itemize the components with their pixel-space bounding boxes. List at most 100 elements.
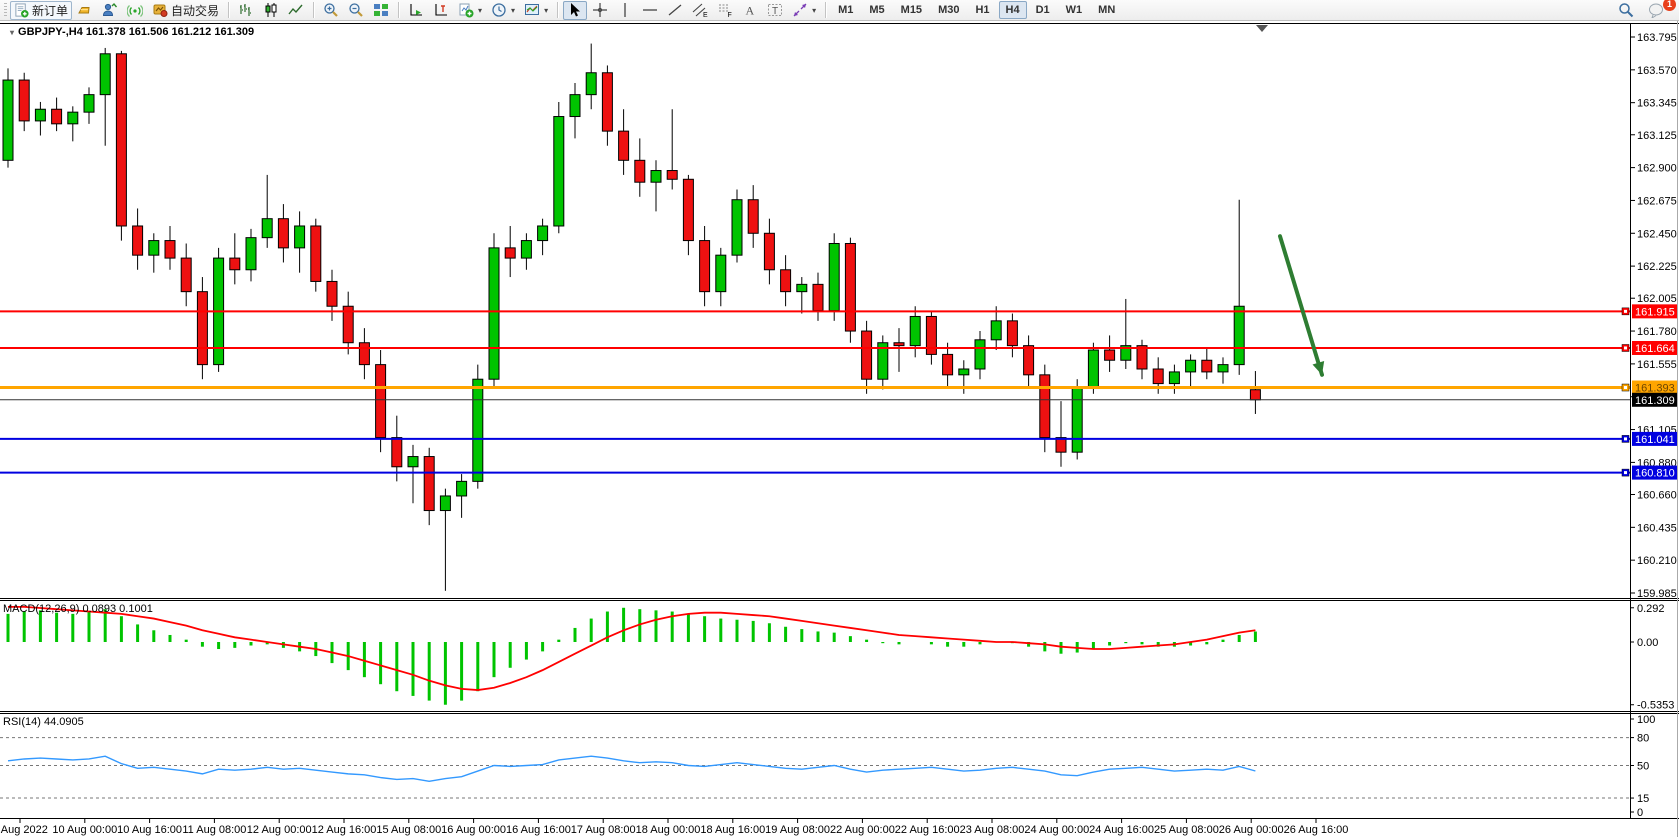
tab-timeframe-H1[interactable]: H1: [975, 4, 990, 16]
trendline-tool-button[interactable]: [663, 1, 687, 20]
fibonacci-tool-button[interactable]: F: [713, 1, 737, 20]
candle-body: [115, 53, 127, 227]
candle-body: [520, 240, 532, 259]
collapse-caret-icon: ▾: [10, 28, 15, 37]
price-tick-label: 163.125: [1637, 130, 1677, 142]
fibonacci-icon: F: [717, 2, 733, 18]
candle-body: [925, 315, 937, 355]
trendline-icon: [667, 2, 683, 18]
add-indicator-icon: [458, 2, 474, 18]
candle-body: [780, 269, 792, 293]
shift-marker-icon: [1256, 25, 1268, 32]
candle-body: [1185, 359, 1197, 373]
candle-body: [1006, 320, 1018, 347]
svg-text:A: A: [746, 4, 755, 18]
macd-indicator-label: MACD(12,26,9) 0.0893 0.1001: [3, 603, 153, 615]
text-label-tool-button[interactable]: T: [763, 1, 787, 20]
tab-timeframe-M30[interactable]: M30: [938, 4, 960, 16]
horizontal-line-tool-button[interactable]: [638, 1, 662, 20]
candle-body: [537, 225, 549, 242]
bar-chart-button[interactable]: [234, 1, 258, 20]
candle-body: [456, 480, 468, 497]
date-tick-label: 16 Aug 16:00: [506, 824, 571, 836]
arrow-annotation[interactable]: [1278, 234, 1324, 377]
rsi-tick-label: 50: [1637, 761, 1649, 773]
price-tick-label: 163.570: [1637, 65, 1677, 77]
tab-timeframe-M15[interactable]: M15: [900, 4, 923, 16]
line-handle-center: [1624, 309, 1627, 313]
arrow-annotation-head: [1312, 361, 1325, 375]
text-tool-button[interactable]: A: [738, 1, 762, 20]
line-chart-button[interactable]: [284, 1, 308, 20]
templates-button[interactable]: ▾: [520, 1, 552, 20]
toolbar-separator: [398, 2, 400, 18]
tab-timeframe-MN[interactable]: MN: [1098, 4, 1116, 16]
indicators-button[interactable]: ▾: [454, 1, 486, 20]
candle-body: [731, 199, 743, 256]
periods-button[interactable]: ▾: [487, 1, 519, 20]
auto-scroll-button[interactable]: [404, 1, 428, 20]
candle-body: [472, 378, 484, 482]
candle-body: [391, 437, 403, 468]
hline-tag: [1632, 340, 1677, 355]
date-tick-label: 12 Aug 00:00: [247, 824, 312, 836]
template-icon: [524, 2, 540, 18]
candle-body: [34, 108, 46, 122]
price-tick-label: 162.675: [1637, 195, 1677, 207]
candlestick-button[interactable]: [259, 1, 283, 20]
svg-text:F: F: [728, 12, 732, 18]
svg-text:E: E: [703, 12, 708, 18]
search-button[interactable]: [1614, 1, 1638, 20]
vertical-line-tool-button[interactable]: [613, 1, 637, 20]
main-toolbar: 新订单 自动交易 ▾ ▾: [0, 0, 1679, 21]
rsi-tick-label: 100: [1637, 714, 1655, 726]
rsi-tick-label: 15: [1637, 793, 1649, 805]
market-button[interactable]: [73, 1, 97, 20]
zoom-in-button[interactable]: [319, 1, 343, 20]
candle-body: [1071, 386, 1083, 453]
candlestick-icon: [263, 2, 279, 18]
chart-shift-button[interactable]: [429, 1, 453, 20]
candle-body: [261, 218, 273, 239]
search-icon: [1618, 2, 1634, 18]
autotrade-button[interactable]: 自动交易: [148, 1, 223, 20]
date-tick-label: 22 Aug 00:00: [830, 824, 895, 836]
zoom-out-button[interactable]: [344, 1, 368, 20]
macd-signal-line: [8, 605, 1256, 691]
arrows-tool-button[interactable]: ▾: [788, 1, 820, 20]
price-tick-label: 163.795: [1637, 32, 1677, 44]
tab-timeframe-M5[interactable]: M5: [869, 4, 885, 16]
tab-timeframe-W1[interactable]: W1: [1065, 4, 1083, 16]
candle-body: [99, 53, 111, 96]
tab-timeframe-D1[interactable]: D1: [1035, 4, 1050, 16]
auto-scroll-icon: [408, 2, 424, 18]
candle-body: [569, 94, 581, 118]
candle-body: [666, 170, 678, 180]
price-tick-label: 163.345: [1637, 98, 1677, 110]
candle-body: [277, 218, 289, 249]
rsi-indicator-label: RSI(14) 44.0905: [3, 716, 84, 728]
cursor-tool-button[interactable]: [563, 0, 588, 20]
chat-button[interactable]: 1: [1644, 0, 1676, 20]
candle-body: [326, 280, 338, 307]
channel-tool-button[interactable]: E: [688, 1, 712, 20]
svg-text:T: T: [772, 6, 778, 17]
profile-button[interactable]: [98, 1, 122, 20]
candle-body: [294, 225, 306, 249]
candle-body: [196, 291, 208, 366]
crosshair-tool-button[interactable]: [588, 1, 612, 20]
new-order-icon: [14, 2, 29, 18]
tab-timeframe-H4[interactable]: H4: [998, 1, 1027, 19]
chart-canvas[interactable]: 163.795 163.570 163.345 163.125 162.900 162.6…: [0, 21, 1679, 837]
candle-body: [407, 456, 419, 468]
signal-button[interactable]: [123, 1, 147, 20]
candle-body: [1249, 389, 1261, 401]
candle-body: [650, 170, 662, 183]
new-order-button[interactable]: 新订单: [10, 0, 73, 20]
candle-body: [180, 257, 192, 293]
tab-timeframe-M1[interactable]: M1: [838, 4, 854, 16]
hline-tag-label: 161.915: [1635, 306, 1675, 318]
tile-windows-button[interactable]: [369, 1, 393, 20]
date-tick-label: 26 Aug 00:00: [1219, 824, 1284, 836]
candle-body: [1087, 349, 1099, 388]
